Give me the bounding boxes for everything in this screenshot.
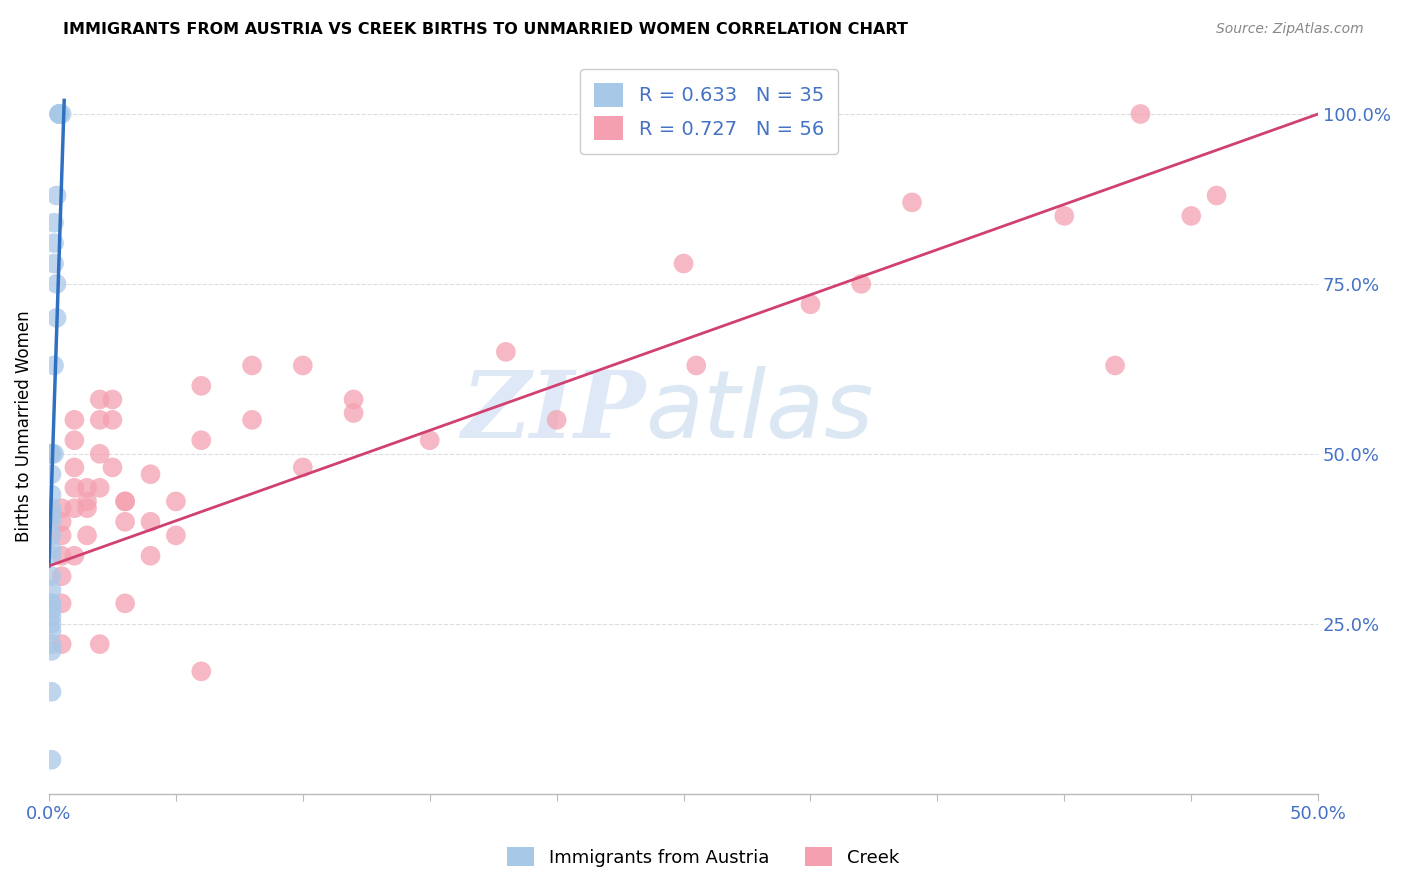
Point: [546, 413, 568, 427]
Point: [114, 515, 136, 529]
Point: [89, 637, 111, 651]
Point: [42, 447, 65, 461]
Point: [101, 413, 124, 427]
Point: [89, 481, 111, 495]
Point: [51, 596, 73, 610]
Text: atlas: atlas: [645, 367, 873, 458]
Point: [41, 528, 63, 542]
Point: [41, 467, 63, 482]
Point: [1053, 209, 1076, 223]
Y-axis label: Births to Unmarried Women: Births to Unmarried Women: [15, 310, 32, 542]
Point: [89, 392, 111, 407]
Point: [51, 549, 73, 563]
Point: [76, 481, 98, 495]
Point: [1205, 188, 1227, 202]
Point: [342, 392, 364, 407]
Point: [495, 344, 517, 359]
Point: [51, 528, 73, 542]
Legend: R = 0.633   N = 35, R = 0.727   N = 56: R = 0.633 N = 35, R = 0.727 N = 56: [581, 70, 838, 153]
Point: [342, 406, 364, 420]
Text: IMMIGRANTS FROM AUSTRIA VS CREEK BIRTHS TO UNMARRIED WOMEN CORRELATION CHART: IMMIGRANTS FROM AUSTRIA VS CREEK BIRTHS …: [63, 22, 908, 37]
Point: [45, 188, 67, 202]
Point: [51, 569, 73, 583]
Point: [51, 107, 73, 121]
Point: [1180, 209, 1202, 223]
Point: [1104, 359, 1126, 373]
Point: [63, 413, 86, 427]
Point: [41, 549, 63, 563]
Point: [190, 665, 212, 679]
Point: [76, 494, 98, 508]
Point: [45, 277, 67, 291]
Point: [41, 541, 63, 556]
Point: [419, 434, 441, 448]
Point: [41, 596, 63, 610]
Point: [41, 447, 63, 461]
Point: [240, 359, 263, 373]
Point: [41, 515, 63, 529]
Point: [41, 487, 63, 501]
Point: [41, 610, 63, 624]
Point: [190, 434, 212, 448]
Point: [41, 753, 63, 767]
Point: [48, 107, 70, 121]
Point: [41, 569, 63, 583]
Point: [672, 256, 695, 270]
Point: [190, 379, 212, 393]
Point: [41, 501, 63, 516]
Point: [42, 236, 65, 251]
Point: [89, 413, 111, 427]
Point: [139, 467, 162, 482]
Point: [41, 684, 63, 698]
Point: [139, 549, 162, 563]
Point: [63, 549, 86, 563]
Point: [41, 616, 63, 631]
Point: [48, 107, 70, 121]
Point: [41, 603, 63, 617]
Point: [240, 413, 263, 427]
Point: [41, 596, 63, 610]
Point: [41, 447, 63, 461]
Point: [51, 637, 73, 651]
Point: [101, 460, 124, 475]
Point: [114, 596, 136, 610]
Point: [63, 481, 86, 495]
Point: [42, 216, 65, 230]
Point: [45, 310, 67, 325]
Point: [41, 582, 63, 597]
Point: [799, 297, 821, 311]
Point: [139, 515, 162, 529]
Point: [51, 515, 73, 529]
Point: [41, 508, 63, 522]
Point: [165, 528, 187, 542]
Point: [291, 359, 314, 373]
Point: [48, 107, 70, 121]
Point: [42, 256, 65, 270]
Point: [114, 494, 136, 508]
Text: ZIP: ZIP: [461, 367, 645, 457]
Text: Source: ZipAtlas.com: Source: ZipAtlas.com: [1216, 22, 1364, 37]
Point: [41, 447, 63, 461]
Point: [41, 637, 63, 651]
Point: [41, 644, 63, 658]
Point: [101, 392, 124, 407]
Point: [63, 460, 86, 475]
Point: [89, 447, 111, 461]
Point: [851, 277, 873, 291]
Point: [114, 494, 136, 508]
Point: [42, 359, 65, 373]
Point: [51, 501, 73, 516]
Point: [685, 359, 707, 373]
Legend: Immigrants from Austria, Creek: Immigrants from Austria, Creek: [501, 840, 905, 874]
Point: [63, 501, 86, 516]
Point: [41, 624, 63, 638]
Point: [291, 460, 314, 475]
Point: [63, 434, 86, 448]
Point: [76, 501, 98, 516]
Point: [76, 528, 98, 542]
Point: [165, 494, 187, 508]
Point: [901, 195, 924, 210]
Point: [1129, 107, 1152, 121]
